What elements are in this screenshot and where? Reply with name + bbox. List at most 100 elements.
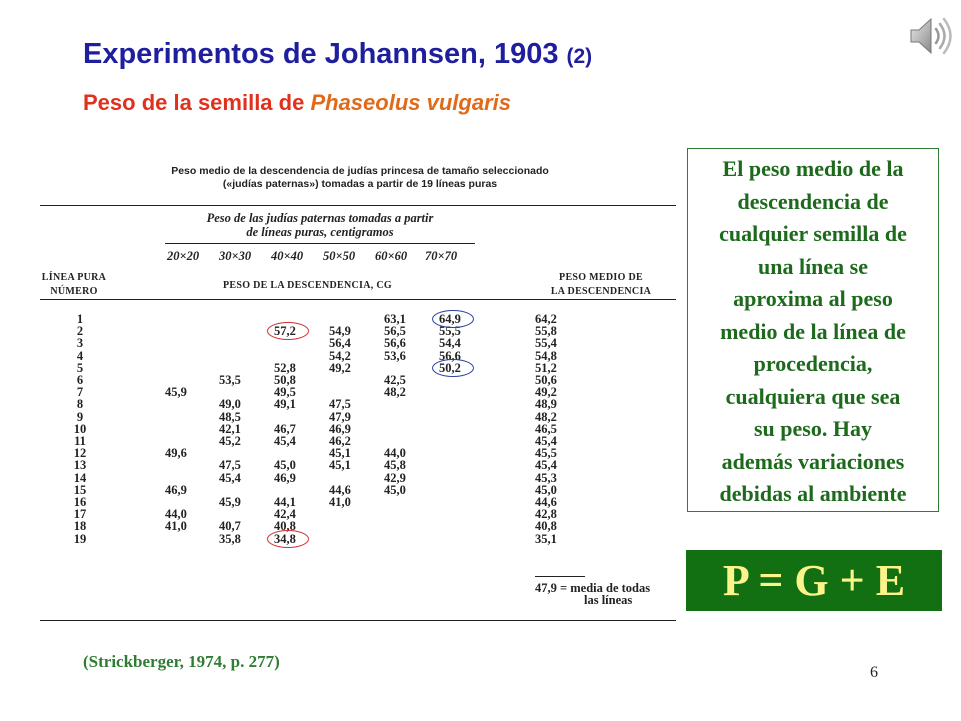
explanation-line: debidas al ambiente [719, 481, 907, 506]
slide-title-suffix: (2) [566, 45, 593, 68]
explanation-line: su peso. Hay [754, 416, 872, 441]
value-cell: 49,2 [329, 360, 351, 375]
overall-mean-label-2: las líneas [584, 593, 633, 607]
value-cell: 45,9 [165, 385, 187, 400]
value-cell: 45,8 [384, 458, 406, 473]
explanation-line: cualquier semilla de [719, 221, 907, 246]
group-header-line1: Peso de las judías paternas tomadas a pa… [206, 211, 434, 225]
page-number: 6 [870, 664, 878, 681]
slide-title-text: Experimentos de Johannsen, 1903 [83, 38, 559, 70]
citation: (Strickberger, 1974, p. 277) [83, 652, 280, 671]
value-cell: 49,0 [219, 397, 241, 412]
value-cell: 50,8 [274, 373, 296, 387]
value-cell: 53,5 [219, 373, 241, 387]
value-cell: 46,7 [274, 421, 296, 436]
line-number-cell: 15 [73, 482, 87, 497]
value-cell: 46,2 [329, 434, 351, 448]
highlight-ring [432, 310, 474, 328]
progeny-weight-header: PESO DE LA DESCENDENCIA, CG [223, 280, 392, 291]
explanation-line: El peso medio de la [722, 156, 904, 181]
mean-cell: 64,2 [535, 312, 557, 326]
mean-cell: 49,2 [535, 385, 557, 400]
value-cell: 63,1 [384, 312, 406, 326]
explanation-line: cualquiera que sea [725, 383, 901, 409]
explanation-line: medio de la línea de [720, 318, 906, 344]
mean-cell: 54,8 [535, 348, 557, 363]
mean-cell: 48,2 [535, 409, 557, 424]
value-cell: 44,1 [274, 495, 296, 509]
value-cell: 45,1 [329, 446, 351, 461]
value-cell: 42,1 [219, 421, 241, 436]
line-number-cell: 4 [76, 348, 84, 363]
slide-subtitle: Peso de la semilla de Phaseolus vulgaris [83, 90, 511, 116]
table-bottom-rule [40, 620, 676, 621]
overall-mean-row: 47,9 = media de todas [535, 582, 650, 595]
value-cell: 46,9 [274, 470, 296, 485]
mean-cell: 44,6 [535, 495, 557, 509]
value-cell: 56,6 [384, 336, 406, 351]
value-cell: 47,5 [329, 397, 351, 412]
explanation-line: aproxima al peso [733, 286, 893, 311]
value-cell: 40,7 [219, 519, 241, 534]
value-cell: 44,0 [384, 446, 406, 461]
size-class-header: 20×20 [167, 249, 200, 263]
line-number-cell: 11 [74, 434, 86, 448]
data-table: Peso medio de la descendencia de judías … [40, 160, 680, 630]
line-number-cell: 16 [73, 495, 87, 509]
mean-cell: 50,6 [535, 373, 557, 387]
table-caption-line2: («judías paternas») tomadas a partir de … [222, 178, 498, 190]
mean-cell: 35,1 [535, 531, 557, 546]
mean-cell: 42,8 [535, 507, 557, 522]
mean-header-1: PESO MEDIO DE [559, 272, 643, 283]
value-cell: 42,5 [384, 373, 406, 387]
value-cell: 35,8 [219, 531, 241, 546]
subtitle-prefix: Peso de la semilla de [83, 90, 311, 115]
value-cell: 54,9 [329, 324, 351, 339]
explanation-line: procedencia, [753, 351, 873, 376]
line-number-header-2: NÚMERO [50, 286, 98, 297]
line-number-header-1: LÍNEA PURA [41, 272, 107, 283]
explanation-line: una línea se [757, 253, 869, 279]
value-cell: 45,0 [274, 458, 296, 473]
size-class-header: 50×50 [323, 249, 356, 263]
mean-cell: 55,4 [535, 336, 557, 351]
mean-cell: 45,0 [535, 482, 557, 497]
mean-cell: 46,5 [535, 421, 557, 436]
value-cell: 56,5 [384, 324, 406, 339]
overall-mean-label-1: = media de todas [560, 581, 651, 595]
mean-cell: 45,3 [535, 470, 557, 485]
line-number-cell: 10 [73, 421, 87, 436]
line-number-cell: 3 [76, 336, 84, 351]
group-header-rule [165, 243, 475, 244]
mean-cell: 40,8 [535, 519, 557, 534]
value-cell: 52,8 [274, 360, 296, 375]
value-cell: 47,9 [329, 409, 351, 424]
mean-cell: 55,8 [535, 324, 557, 339]
value-cell: 46,9 [165, 482, 187, 497]
line-number-cell: 14 [73, 470, 87, 485]
subtitle-species: Phaseolus vulgaris [310, 90, 511, 115]
value-cell: 44,6 [329, 482, 351, 497]
speaker-icon[interactable] [908, 14, 952, 58]
value-cell: 49,6 [165, 446, 187, 461]
line-number-cell: 13 [73, 458, 87, 473]
explanation-line: además variaciones [721, 448, 905, 474]
group-header-line2: de líneas puras, centigramos [246, 225, 394, 239]
line-number-cell: 12 [73, 446, 87, 461]
highlight-ring [267, 529, 309, 548]
size-class-header: 40×40 [271, 249, 304, 263]
size-class-header: 30×30 [219, 249, 252, 263]
line-number-cell: 19 [73, 531, 87, 546]
sum-rule [535, 576, 585, 577]
table-top-rule [40, 205, 676, 206]
line-number-header: LÍNEA PURA NÚMERO [40, 271, 108, 299]
value-cell: 49,1 [274, 397, 296, 412]
size-class-header: 70×70 [425, 249, 458, 263]
header-bottom-rule [40, 299, 676, 300]
explanation-box: El peso medio de la descendencia de cualqu… [687, 148, 939, 512]
value-cell: 45,4 [219, 470, 241, 485]
group-header: Peso de las judías paternas tomadas a pa… [165, 211, 475, 239]
mean-cell: 45,5 [535, 446, 557, 461]
value-cell: 53,6 [384, 348, 406, 363]
line-number-cell: 7 [76, 385, 84, 400]
